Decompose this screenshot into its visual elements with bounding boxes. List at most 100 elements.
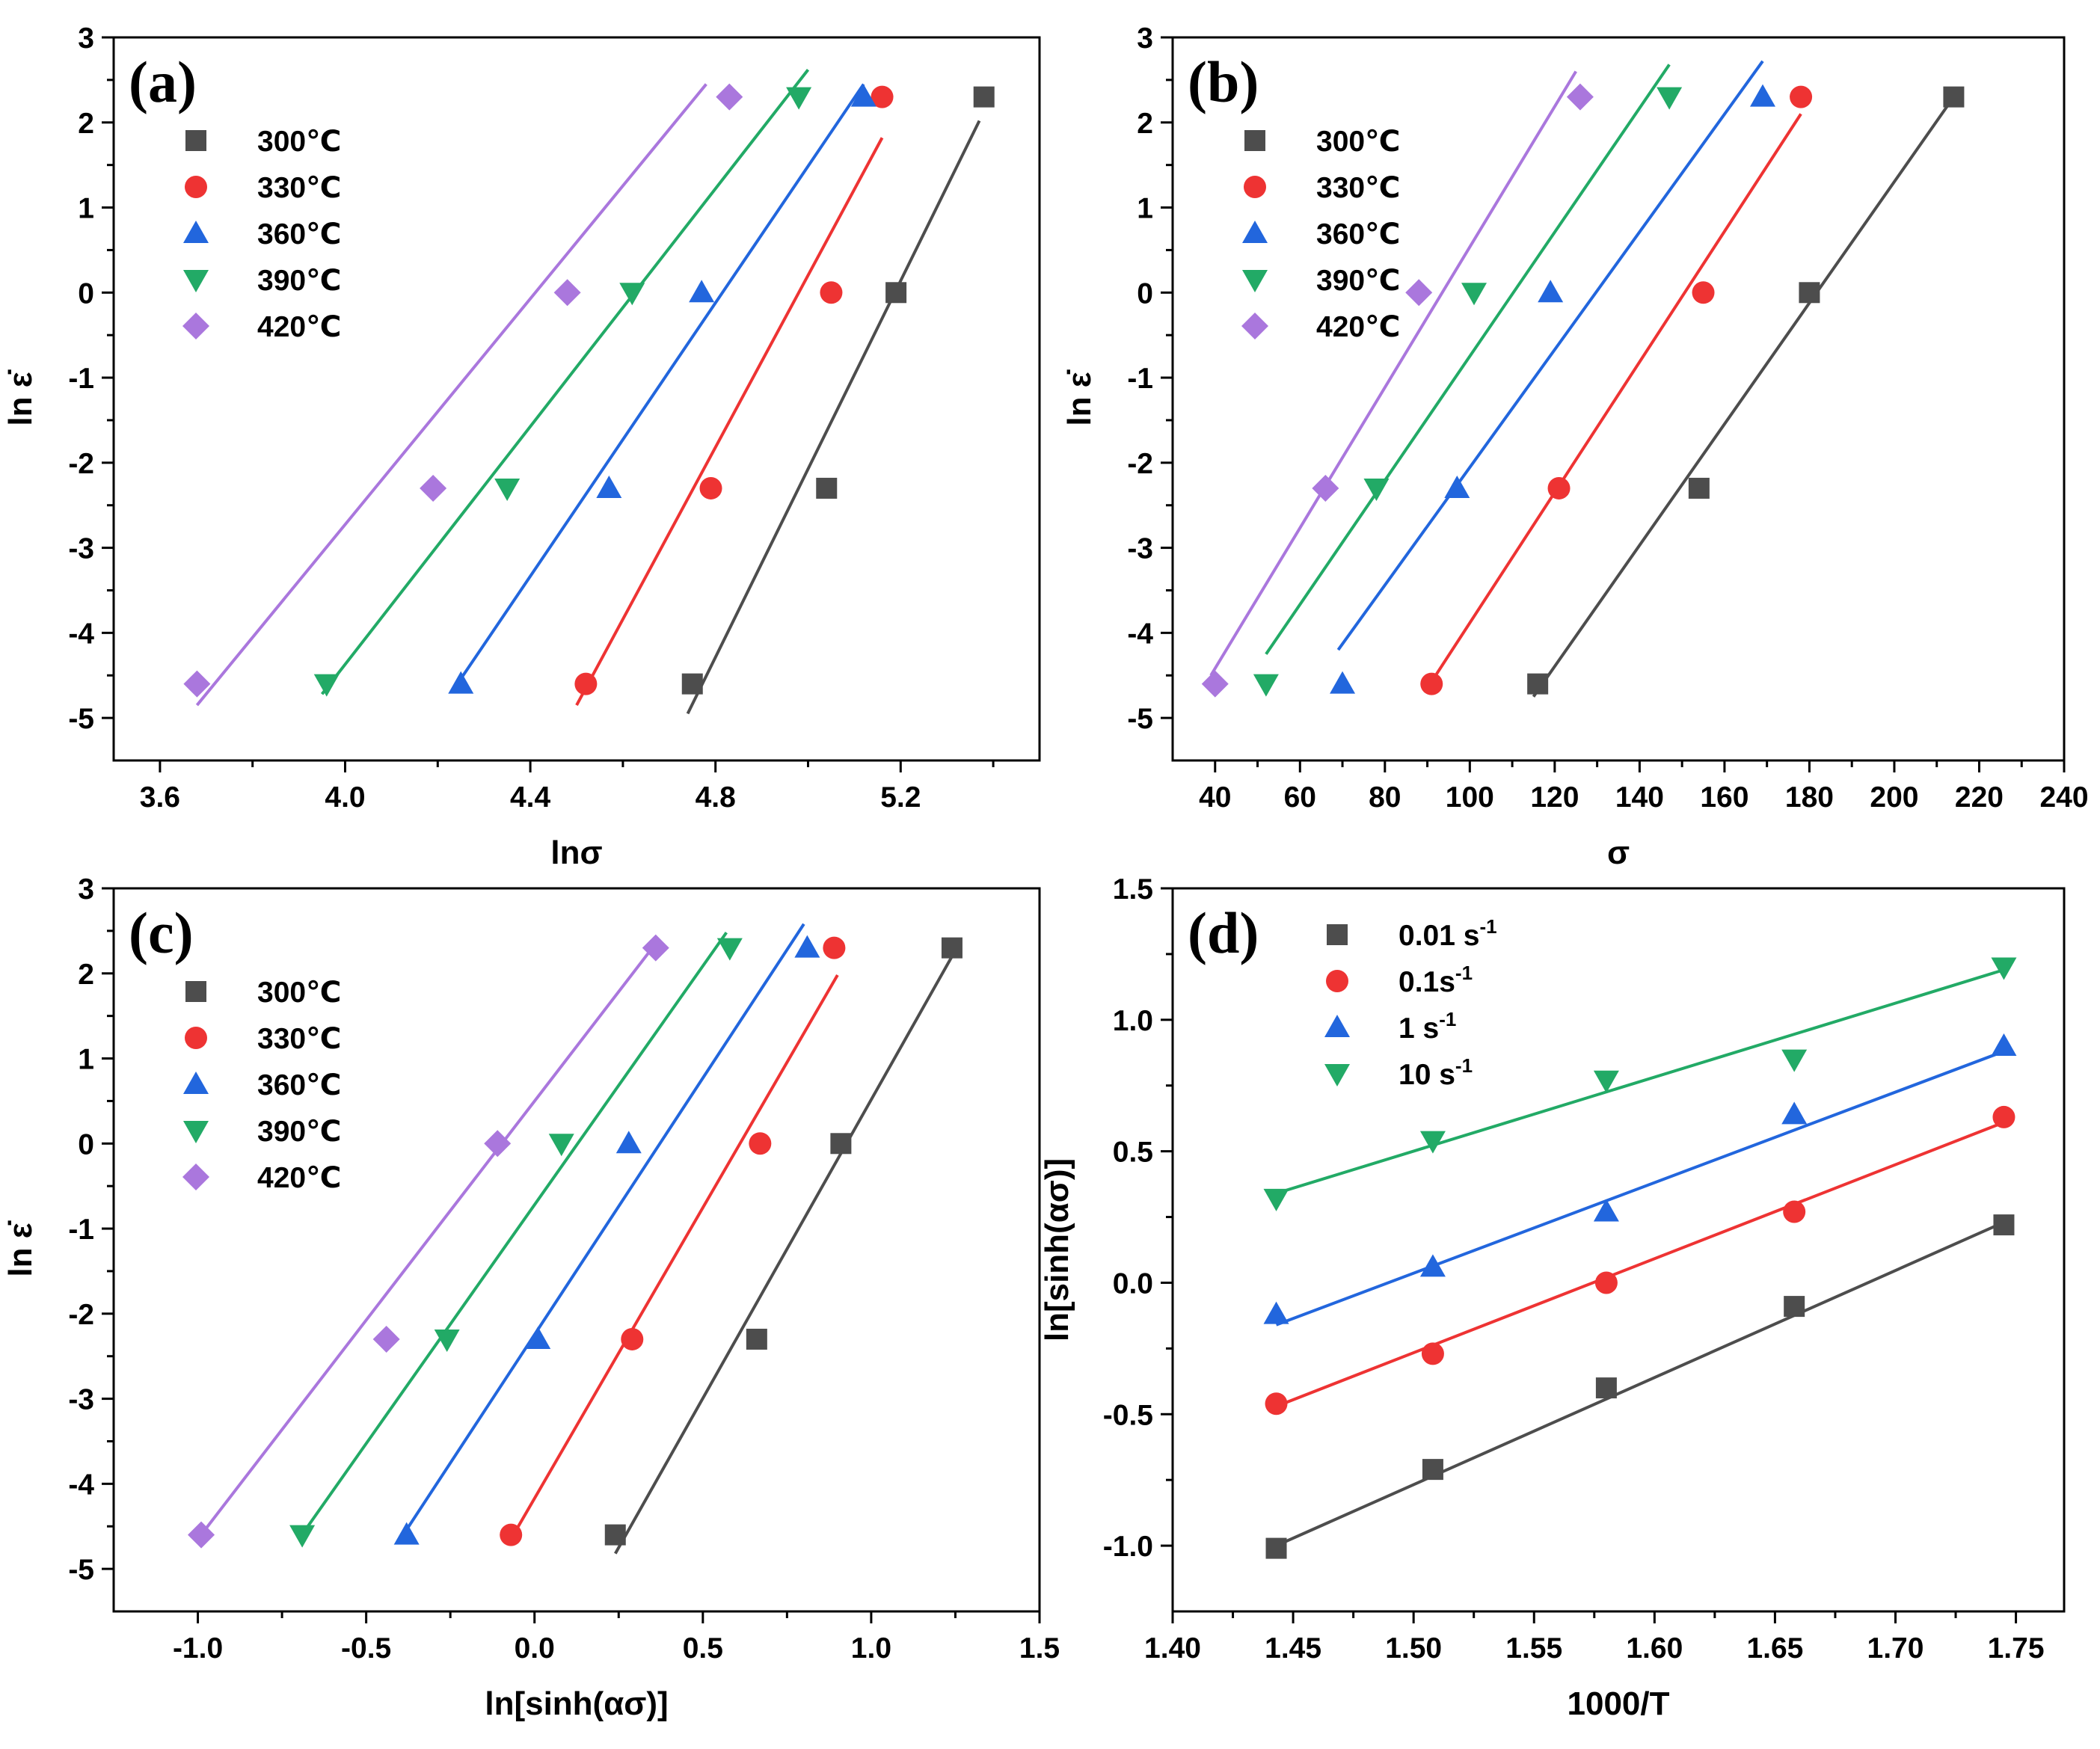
y-tick-label: -4 [1127,618,1153,650]
x-tick-label: 1.40 [1144,1632,1201,1665]
data-point [604,1524,626,1546]
data-point [1781,1101,1808,1125]
legend-label: 1 s-1 [1399,1008,1456,1045]
y-tick-label: 0 [78,277,94,310]
x-tick-label: -1.0 [173,1632,223,1665]
data-point [448,671,474,694]
x-tick-label: 100 [1446,781,1494,814]
chart-panel-d: 1.40 1.45 1.50 1.55 1.60 1.65 1.70 1.75 -1.0 -0.5… [1039,873,2066,1722]
data-point [1790,85,1813,108]
data-point [1657,87,1683,110]
data-point [1201,670,1229,698]
panel-label: (d) [1188,900,1259,965]
y-tick-label: -3 [1127,533,1153,565]
y-tick-label: -5 [68,703,94,735]
data-point [816,477,838,499]
y-tick-label: -2 [68,448,94,480]
data-point [1420,672,1443,695]
x-tick-label: 5.2 [880,781,921,814]
data-point [749,1132,772,1155]
data-point [1781,1049,1808,1072]
legend-label: 390℃ [257,1116,341,1148]
data-point [1991,1033,2017,1056]
data-point [1444,475,1470,498]
fit-line [1275,1121,2005,1408]
data-point [786,87,812,110]
data-point [716,83,743,111]
legend-label: 0.1s-1 [1399,962,1473,998]
legend-marker [1244,176,1266,198]
data-point [500,1523,523,1546]
y-tick-label: 1.0 [1113,1005,1153,1037]
x-tick-label: 140 [1615,781,1664,814]
data-point [1363,478,1390,501]
legend-label: 420℃ [1316,311,1400,343]
data-point [615,1131,642,1154]
fit-line [686,120,981,715]
y-tick-label: 2 [78,959,94,991]
data-point [1991,957,2017,980]
data-point [1595,1377,1617,1399]
data-point [820,281,843,304]
data-point [1547,476,1571,500]
x-tick-label: 240 [2039,781,2088,814]
fit-line [1275,1050,2005,1327]
x-tick-label: 0.5 [683,1632,723,1665]
legend-label: 360℃ [257,218,341,250]
legend-label: 390℃ [257,265,341,297]
data-point [1593,1070,1619,1093]
y-tick-label: 1 [1137,193,1153,225]
fit-line [1265,64,1671,655]
legend: 300℃ 330℃ 360℃ 390℃ 420℃ [182,977,341,1194]
x-tick-label: 1.45 [1265,1632,1321,1665]
legend-label: 300℃ [257,126,341,158]
data-point [1749,84,1775,107]
y-tick-label: 3 [78,873,94,906]
data-point [1263,1301,1289,1324]
data-point [1422,1459,1443,1481]
data-point [1593,1199,1619,1222]
x-tick-label: 4.0 [325,781,365,814]
data-point [642,934,669,962]
x-tick-label: 120 [1530,781,1579,814]
plot-data [188,923,962,1555]
x-axis-title: lnσ [550,834,602,871]
legend-label: 0.01 s-1 [1399,915,1497,952]
data-point [823,936,846,959]
x-tick-label: 1.70 [1867,1632,1924,1665]
y-tick-label: -2 [68,1299,94,1331]
legend-label: 330℃ [257,172,341,204]
data-point [1265,1537,1287,1559]
x-tick-label: 1.0 [851,1632,891,1665]
data-point [183,670,211,698]
data-point [525,1326,551,1349]
x-tick-label: 80 [1369,781,1401,814]
y-tick-label: -3 [68,533,94,565]
legend-marker [183,221,209,243]
legend-marker [185,130,206,151]
fit-line [509,974,839,1540]
data-point [699,476,722,500]
legend-label: 330℃ [1316,172,1400,204]
x-tick-label: 0.0 [515,1632,555,1665]
chart-panel-b: 40 60 80 100 120 140 160 180 200 220 240-5-4-3-2-1… [1061,22,2089,871]
legend: 300℃ 330℃ 360℃ 390℃ 420℃ [1241,126,1400,343]
panel-label: (a) [129,49,197,114]
x-tick-label: 1.5 [1019,1632,1060,1665]
data-point [619,283,645,306]
data-point [484,1130,512,1158]
data-point [830,1133,852,1155]
data-point [689,280,715,303]
data-point [313,674,340,697]
y-tick-label: -5 [68,1554,94,1586]
x-tick-label: 160 [1700,781,1749,814]
data-point [850,84,876,107]
x-axis-title: ln[sinh(ασ)] [485,1685,668,1722]
legend-marker [1244,130,1265,151]
y-tick-label: 3 [78,22,94,55]
x-tick-label: 1.50 [1385,1632,1442,1665]
data-point [574,672,598,695]
legend-marker [182,1164,209,1190]
fit-line [614,956,954,1555]
data-point [941,937,962,959]
